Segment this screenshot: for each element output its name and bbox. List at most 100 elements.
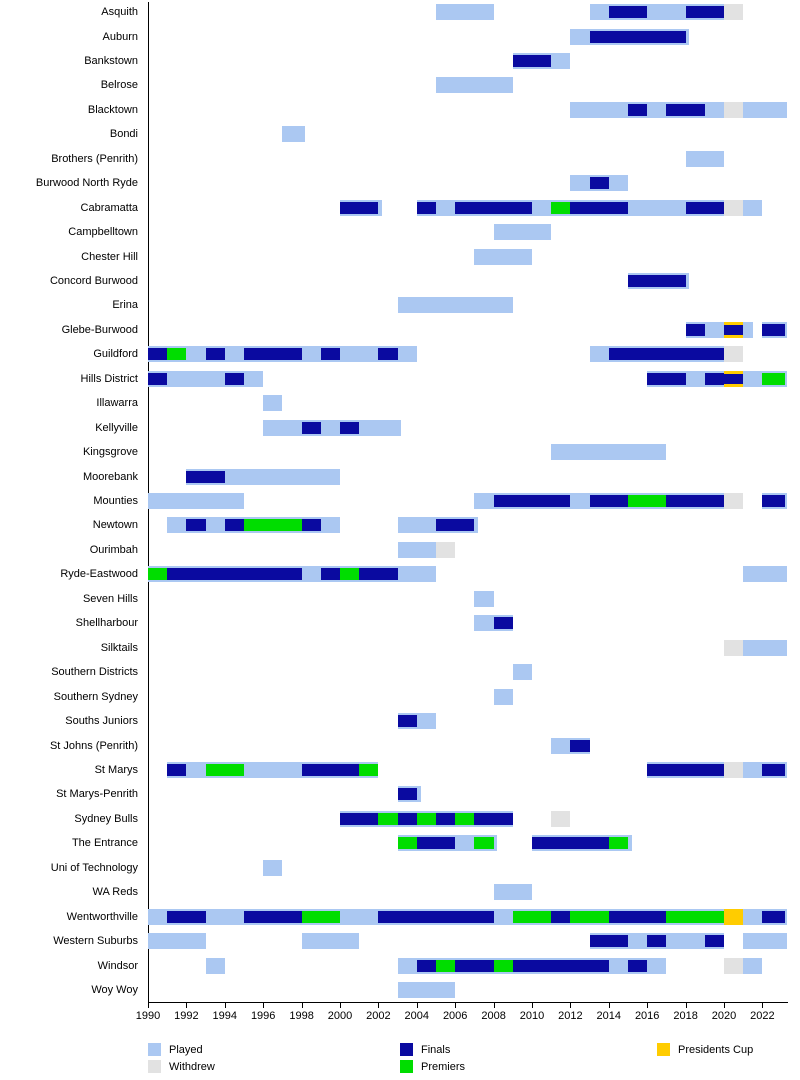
bar-moorebank-played <box>186 468 340 485</box>
club-label-st-marys: St Marys <box>94 763 138 776</box>
bar-hills-district-finals <box>224 372 244 385</box>
bar-hills-district-finals-inner <box>724 373 744 384</box>
bar-the-entrance-premiers <box>397 837 417 850</box>
bar-mounties-finals <box>493 495 571 507</box>
bar-ourimbah-withdrew <box>436 541 456 558</box>
bar-st-marys-premiers <box>359 763 379 776</box>
club-label-the-entrance: The Entrance <box>71 837 138 850</box>
club-label-wentworthville: Wentworthville <box>66 910 138 923</box>
legend-label: Finals <box>421 1044 451 1056</box>
bar-shellharbour-finals <box>493 617 513 630</box>
x-tick-2022 <box>762 1003 764 1008</box>
bar-sydney-bulls-finals <box>474 812 513 825</box>
club-label-belrose: Belrose <box>100 79 138 92</box>
club-label-bankstown: Bankstown <box>84 54 138 67</box>
x-tick-label-1990: 1990 <box>135 1010 161 1022</box>
bar-guildford-finals <box>378 348 398 361</box>
bar-seven-hills-played <box>474 590 494 607</box>
bar-wentworthville-premiers <box>512 910 552 923</box>
bar-guildford-finals <box>205 348 225 361</box>
bar-cabramatta-finals <box>416 201 436 214</box>
bar-glebe-burwood-finals <box>685 323 705 336</box>
club-label-hills-district: Hills District <box>80 372 138 385</box>
club-label-campbelltown: Campbelltown <box>68 226 138 238</box>
bar-windsor-played <box>205 957 225 974</box>
bar-auburn-finals <box>589 30 686 43</box>
bar-blacktown-played <box>743 101 788 118</box>
x-tick-2020 <box>724 1003 725 1008</box>
bar-newtown-finals <box>301 519 321 532</box>
bar-st-marys-finals <box>647 763 724 776</box>
bar-asquith-played <box>436 4 494 20</box>
bar-chester-hill-played <box>474 248 532 265</box>
bar-windsor-finals <box>512 959 609 972</box>
club-label-brothers-penrith-: Brothers (Penrith) <box>51 152 138 165</box>
bar-souths-juniors-finals <box>397 715 417 727</box>
bar-blacktown-finals <box>628 103 648 116</box>
bar-burwood-north-ryde-finals <box>589 177 609 190</box>
bar-guildford-finals <box>148 348 168 361</box>
bar-guildford-withdrew <box>724 346 744 363</box>
bar-sydney-bulls-finals <box>397 812 417 825</box>
bar-bankstown-finals <box>512 54 552 67</box>
x-axis-line <box>148 1002 788 1003</box>
x-tick-label-1994: 1994 <box>212 1010 238 1022</box>
bar-cabramatta-finals <box>455 201 532 214</box>
bar-mounties-played <box>148 493 244 509</box>
bar-western-suburbs-finals <box>704 935 724 948</box>
bar-windsor-finals <box>416 959 436 972</box>
presidents-cup-swatch <box>657 1043 670 1056</box>
club-label-windsor: Windsor <box>97 959 138 972</box>
bar-asquith-finals <box>685 6 724 18</box>
bar-brothers-penrith--played <box>685 150 724 167</box>
bar-newtown-premiers <box>244 519 302 532</box>
bar-mounties-finals <box>666 495 724 507</box>
legend-label: Premiers <box>421 1061 466 1073</box>
bar-woy-woy-played <box>397 982 456 998</box>
x-tick-2004 <box>416 1003 418 1008</box>
bar-blacktown-finals <box>666 103 705 116</box>
bar-mounties-finals <box>762 495 786 507</box>
club-label-cabramatta: Cabramatta <box>80 201 138 214</box>
bar-guildford-finals <box>608 348 724 361</box>
club-label-ryde-eastwood: Ryde-Eastwood <box>60 568 138 581</box>
bar-glebe-burwood-finals_pres <box>724 321 744 338</box>
bar-western-suburbs-played <box>743 933 788 950</box>
club-label-st-johns-penrith-: St Johns (Penrith) <box>49 739 138 752</box>
bar-cabramatta-finals <box>570 201 628 214</box>
x-tick-1994 <box>224 1003 226 1008</box>
x-tick-1996 <box>263 1003 265 1008</box>
bar-st-marys-finals <box>167 763 187 776</box>
bar-ryde-eastwood-finals <box>167 568 302 581</box>
x-tick-2018 <box>685 1003 687 1008</box>
club-label-burwood-north-ryde: Burwood North Ryde <box>35 177 138 190</box>
club-label-auburn: Auburn <box>102 30 138 43</box>
bar-newtown-finals <box>186 519 206 532</box>
bar-wentworthville-finals <box>608 910 667 923</box>
bar-kingsgrove-played <box>551 444 667 461</box>
bar-windsor-withdrew <box>724 957 744 974</box>
bar-newtown-finals <box>224 519 244 532</box>
x-tick-2000 <box>340 1003 341 1008</box>
club-label-erina: Erina <box>112 299 138 312</box>
club-label-kingsgrove: Kingsgrove <box>82 446 138 459</box>
x-tick-label-1998: 1998 <box>289 1010 314 1022</box>
bar-southern-districts-played <box>512 664 532 681</box>
x-tick-label-2002: 2002 <box>366 1010 391 1022</box>
club-label-western-suburbs: Western Suburbs <box>53 935 138 948</box>
bar-sydney-bulls-finals <box>436 812 456 825</box>
bar-hills-district-finals <box>148 372 168 385</box>
bar-sydney-bulls-premiers <box>378 812 398 825</box>
bar-st-marys-withdrew <box>724 761 744 778</box>
bar-st-johns-penrith--finals <box>570 739 590 752</box>
bar-windsor-premiers <box>436 959 456 972</box>
bar-mounties-withdrew <box>724 493 744 509</box>
x-tick-2014 <box>608 1003 610 1008</box>
x-tick-label-2000: 2000 <box>327 1010 353 1022</box>
legend-label: Presidents Cup <box>678 1044 754 1056</box>
bar-glebe-burwood-finals <box>762 323 786 336</box>
x-tick-1992 <box>186 1003 188 1008</box>
club-label-glebe-burwood: Glebe-Burwood <box>61 323 138 336</box>
bar-glebe-burwood-played <box>743 321 753 338</box>
